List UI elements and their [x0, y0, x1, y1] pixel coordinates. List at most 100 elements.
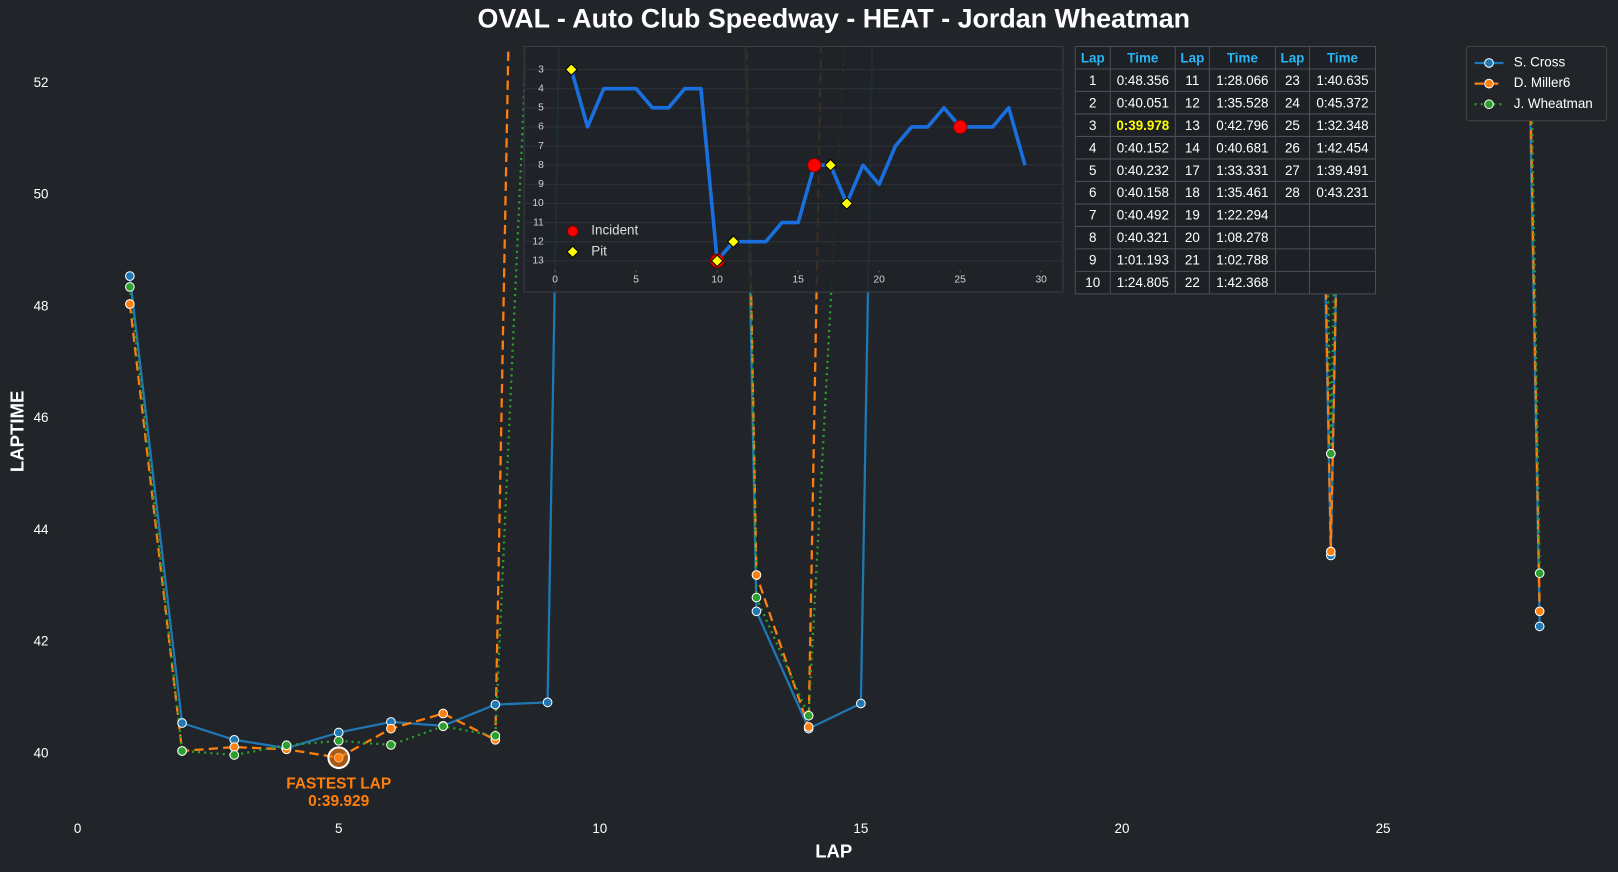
table-cell: 1:39.491	[1316, 163, 1368, 178]
table-cell: 5	[1089, 163, 1096, 178]
data-point	[386, 740, 396, 750]
pit-marker	[726, 235, 740, 249]
table-cell: 10	[1085, 275, 1100, 290]
x-tick-label: 10	[592, 821, 607, 836]
table-cell: 25	[1285, 118, 1300, 133]
table-cell: 8	[1089, 230, 1096, 245]
y-tick-label: 12	[532, 236, 544, 247]
fastest-lap-marker	[327, 746, 351, 770]
data-point	[438, 721, 448, 732]
table-cell: 1:22.294	[1216, 208, 1269, 223]
y-tick-label: 3	[538, 64, 544, 75]
pit-marker	[824, 158, 837, 172]
table-cell: 28	[1285, 185, 1300, 200]
y-tick-label: 48	[34, 298, 49, 313]
table-cell: 1:35.461	[1216, 185, 1268, 200]
y-tick-label: 8	[538, 160, 544, 171]
table-cell: 1:42.454	[1316, 140, 1369, 155]
table-cell: 14	[1185, 140, 1200, 155]
data-point	[803, 722, 814, 732]
x-tick-label: 20	[1114, 821, 1129, 836]
table-cell: 0:43.231	[1316, 185, 1368, 200]
table-background	[1074, 45, 1377, 295]
x-axis-label: LAP	[815, 840, 852, 861]
data-point	[803, 710, 814, 721]
chart-title: OVAL - Auto Club Speedway - HEAT - Jorda…	[477, 4, 1190, 34]
legend-marker	[566, 245, 580, 259]
y-tick-label: 44	[34, 522, 49, 537]
legend-marker	[1484, 78, 1494, 89]
x-tick-label: 30	[1035, 274, 1047, 285]
table-cell: 27	[1285, 163, 1300, 178]
data-point	[125, 282, 135, 292]
table-cell: 1:33.331	[1216, 163, 1268, 178]
table-cell: 24	[1285, 95, 1300, 110]
x-tick-label: 20	[873, 274, 885, 285]
table-cell: 26	[1285, 140, 1300, 155]
data-point	[125, 271, 135, 281]
x-tick-label: 0	[74, 821, 81, 836]
y-tick-label: 52	[34, 75, 49, 90]
x-tick-label: 10	[711, 274, 723, 285]
y-tick-label: 5	[538, 103, 544, 114]
legend-marker	[1484, 58, 1494, 68]
table-cell: 0:40.158	[1117, 185, 1169, 200]
incident-marker	[807, 157, 822, 173]
y-tick-label: 9	[538, 179, 544, 190]
table-header: Lap	[1081, 50, 1105, 65]
data-point	[490, 730, 501, 741]
table-cell: 4	[1089, 140, 1097, 155]
y-axis-label: LAPTIME	[6, 391, 27, 472]
table-cell: 0:40.152	[1117, 140, 1169, 155]
data-point	[1534, 621, 1545, 632]
table-cell: 1:42.368	[1216, 275, 1268, 290]
data-point	[177, 718, 187, 728]
series-line	[128, 46, 1541, 750]
y-tick-label: 40	[34, 745, 49, 760]
x-tick-label: 5	[335, 821, 342, 836]
data-point	[229, 750, 240, 760]
plot-area	[125, 46, 1545, 770]
y-tick-label: 42	[34, 634, 49, 649]
table-header: Lap	[1180, 50, 1204, 65]
table-cell: 0:45.372	[1316, 95, 1368, 110]
legend-marker	[1484, 99, 1494, 110]
table-cell: 19	[1185, 208, 1200, 223]
table-cell: 1:32.348	[1316, 118, 1368, 133]
table-cell: 21	[1185, 253, 1200, 268]
series-line	[569, 69, 1027, 263]
table-cell: 0:40.492	[1117, 208, 1169, 223]
data-point	[333, 735, 344, 746]
data-point	[386, 723, 396, 734]
legend: S. Cross D. Miller6 J. Wheatman	[1474, 55, 1593, 111]
y-tick-label: 6	[538, 122, 544, 133]
x-tick-label: 25	[954, 274, 966, 285]
data-point	[438, 708, 448, 719]
legend-label: Pit	[591, 243, 607, 258]
data-point	[751, 592, 762, 603]
table-cell: 12	[1185, 95, 1200, 110]
legend-label: D. Miller6	[1514, 75, 1571, 90]
table-header: Time	[1327, 50, 1358, 65]
table-cell: 20	[1185, 230, 1200, 245]
data-point	[490, 699, 501, 710]
data-point	[751, 570, 762, 580]
table-cell: 17	[1185, 163, 1200, 178]
data-point	[542, 697, 553, 708]
x-tick-label: 25	[1376, 821, 1391, 836]
y-tick-label: 10	[532, 198, 544, 209]
table-cell: 0:48.356	[1117, 73, 1169, 88]
y-tick-label: 50	[34, 187, 49, 202]
legend-frame	[1465, 45, 1608, 122]
table-cell: 23	[1285, 73, 1300, 88]
incident-marker	[952, 119, 968, 135]
inset: 3 4 5 6 7 8 9 10 11 12 13 0 5 10 15 20 25 30 Incident Pit	[525, 63, 1062, 285]
table-cell: 0:42.796	[1216, 118, 1268, 133]
x-tick-label: 0	[552, 274, 558, 285]
table-cell: 1:02.788	[1216, 253, 1268, 268]
legend-label: S. Cross	[1514, 55, 1566, 70]
data-point	[1325, 448, 1336, 459]
